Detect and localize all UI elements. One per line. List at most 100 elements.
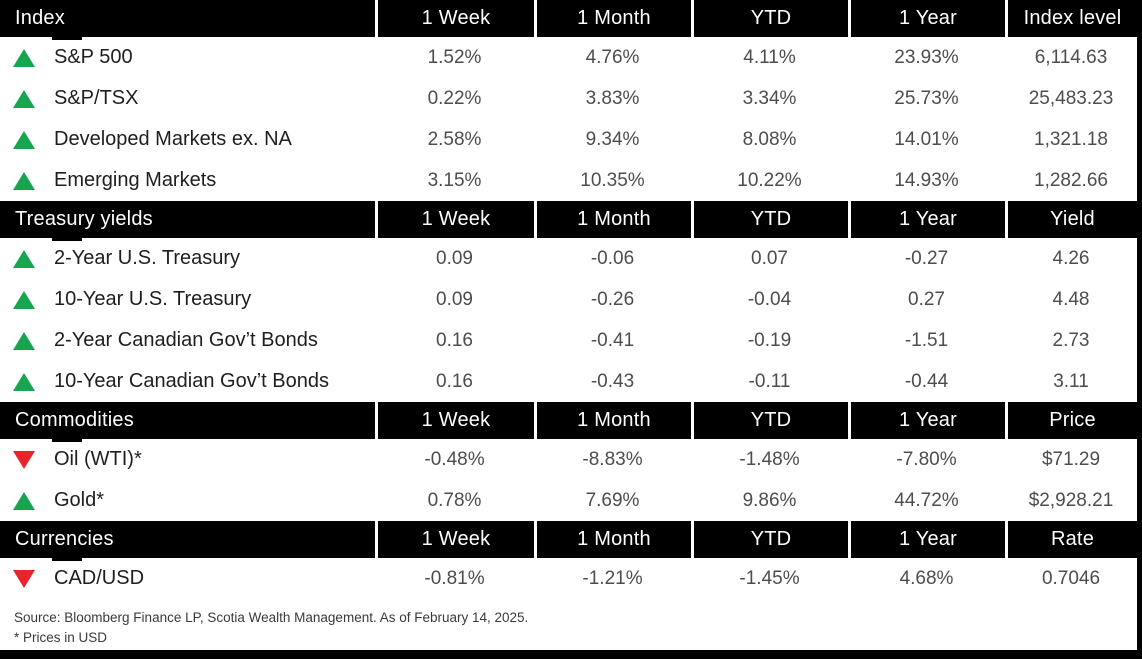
column-header-1-week: 1 Week (375, 0, 534, 37)
row-label: S&P/TSX (54, 87, 139, 109)
section-title: Currencies (0, 521, 375, 558)
value-rate: 0.7046 (1041, 567, 1101, 589)
value-ytd: 8.08% (742, 128, 797, 150)
trend-down-icon (13, 569, 35, 588)
value-1-month: -1.21% (582, 567, 643, 589)
column-header-ytd: YTD (691, 402, 848, 439)
row-label: S&P 500 (54, 46, 133, 68)
value-yield: 3.11 (1053, 370, 1089, 392)
column-header-1-year: 1 Year (848, 402, 1005, 439)
value-ytd: -0.04 (747, 288, 792, 310)
table-row: CAD/USD -0.81% -1.21% -1.45% 4.68% 0.704… (0, 558, 1137, 599)
value-1-month: 4.76% (585, 46, 640, 68)
table-row: S&P/TSX 0.22% 3.83% 3.34% 25.73% 25,483.… (0, 78, 1137, 119)
value-1-year: 0.27 (908, 288, 945, 310)
value-1-week: 2.58% (427, 128, 482, 150)
section-header-currencies: Currencies 1 Week 1 Month YTD 1 Year Rat… (0, 521, 1137, 561)
column-header-ytd: YTD (691, 0, 848, 37)
column-header-price: Price (1005, 402, 1137, 439)
trend-down-icon (13, 450, 35, 469)
trend-up-icon (13, 130, 35, 149)
value-1-month: -8.83% (582, 448, 643, 470)
value-1-week: 0.09 (436, 247, 473, 269)
value-1-month: -0.43 (590, 370, 635, 392)
row-label: 10-Year Canadian Gov’t Bonds (54, 370, 329, 392)
column-header-rate: Rate (1005, 521, 1137, 558)
value-1-week: 0.22% (427, 87, 482, 109)
trend-up-icon (13, 491, 35, 510)
value-1-year: 44.72% (894, 489, 959, 511)
value-ytd: 3.34% (742, 87, 797, 109)
trend-up-icon (13, 171, 35, 190)
value-1-week: 1.52% (427, 46, 482, 68)
table-row: S&P 500 1.52% 4.76% 4.11% 23.93% 6,114.6… (0, 37, 1137, 78)
value-1-year: 23.93% (894, 46, 959, 68)
value-ytd: 4.11% (743, 46, 796, 68)
row-label: Oil (WTI)* (54, 448, 142, 470)
value-1-year: 25.73% (894, 87, 959, 109)
value-1-year: 14.93% (894, 169, 959, 191)
value-index-level: 1,321.18 (1034, 128, 1108, 150)
column-header-index-level: Index level (1005, 0, 1137, 37)
value-price: $71.29 (1041, 448, 1101, 470)
column-header-ytd: YTD (691, 521, 848, 558)
value-1-week: 0.16 (436, 329, 473, 351)
trend-up-icon (13, 48, 35, 67)
section-header-index: Index 1 Week 1 Month YTD 1 Year Index le… (0, 0, 1137, 40)
row-label: 2-Year U.S. Treasury (54, 247, 241, 269)
value-1-year: 4.68% (899, 567, 954, 589)
trend-up-icon (13, 331, 35, 350)
value-1-week: 0.16 (436, 370, 473, 392)
trend-up-icon (13, 89, 35, 108)
table-row: Gold* 0.78% 7.69% 9.86% 44.72% $2,928.21 (0, 480, 1137, 521)
value-index-level: 25,483.23 (1028, 87, 1114, 109)
section-title: Index (0, 0, 375, 37)
column-header-1-week: 1 Week (375, 402, 534, 439)
value-1-month: -0.26 (590, 288, 635, 310)
bottom-border-bar (0, 650, 1137, 659)
value-1-month: -0.41 (590, 329, 635, 351)
section-title: Treasury yields (0, 201, 375, 238)
table-row: 10-Year Canadian Gov’t Bonds 0.16 -0.43 … (0, 361, 1137, 402)
value-1-week: -0.48% (424, 448, 485, 470)
value-ytd: -0.11 (748, 370, 791, 392)
value-1-week: 3.15% (427, 169, 482, 191)
column-header-1-year: 1 Year (848, 0, 1005, 37)
value-1-week: -0.81% (424, 567, 485, 589)
value-ytd: -0.19 (747, 329, 792, 351)
trend-up-icon (13, 249, 35, 268)
value-ytd: -1.45% (739, 567, 800, 589)
value-ytd: 0.07 (751, 247, 788, 269)
column-header-1-year: 1 Year (848, 521, 1005, 558)
value-1-month: -0.06 (590, 247, 635, 269)
section-title: Commodities (0, 402, 375, 439)
row-label: CAD/USD (54, 567, 145, 589)
value-1-year: -1.51 (904, 329, 949, 351)
table-row: Developed Markets ex. NA 2.58% 9.34% 8.0… (0, 119, 1137, 160)
value-index-level: 6,114.63 (1034, 46, 1108, 68)
row-label: Emerging Markets (54, 169, 217, 191)
table-row: 10-Year U.S. Treasury 0.09 -0.26 -0.04 0… (0, 279, 1137, 320)
column-header-1-month: 1 Month (534, 201, 691, 238)
value-1-month: 9.34% (585, 128, 640, 150)
table-row: Oil (WTI)* -0.48% -8.83% -1.48% -7.80% $… (0, 439, 1137, 480)
column-header-1-week: 1 Week (375, 201, 534, 238)
value-1-month: 3.83% (585, 87, 640, 109)
value-1-year: -7.80% (896, 448, 957, 470)
value-ytd: -1.48% (739, 448, 800, 470)
section-header-commodities: Commodities 1 Week 1 Month YTD 1 Year Pr… (0, 402, 1137, 442)
column-header-ytd: YTD (691, 201, 848, 238)
value-1-year: -0.44 (904, 370, 949, 392)
value-1-week: 0.09 (436, 288, 473, 310)
value-yield: 2.73 (1052, 329, 1090, 351)
value-1-month: 7.69% (585, 489, 640, 511)
value-1-month: 10.35% (580, 169, 645, 191)
value-index-level: 1,282.66 (1034, 169, 1108, 191)
column-header-1-year: 1 Year (848, 201, 1005, 238)
row-label: 10-Year U.S. Treasury (54, 288, 252, 310)
footer: Source: Bloomberg Finance LP, Scotia Wea… (0, 599, 1137, 650)
value-1-year: 14.01% (894, 128, 959, 150)
section-header-treasury-yields: Treasury yields 1 Week 1 Month YTD 1 Yea… (0, 201, 1137, 241)
row-label: Gold* (54, 489, 105, 511)
prices-note: * Prices in USD (14, 630, 108, 646)
